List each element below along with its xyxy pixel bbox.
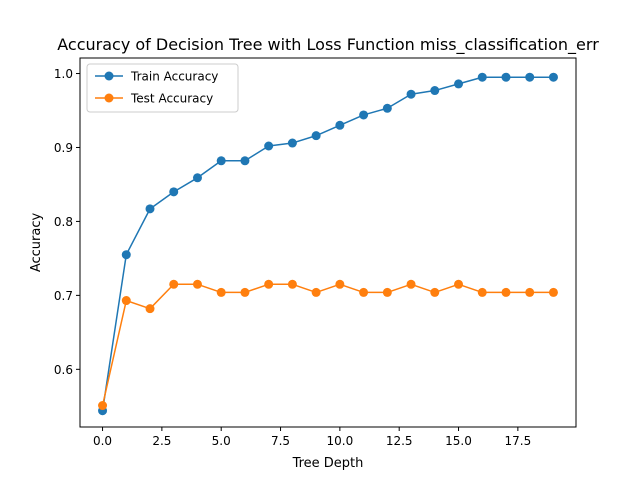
data-point-train-accuracy — [264, 141, 274, 151]
data-point-train-accuracy — [145, 204, 155, 214]
data-point-test-accuracy — [454, 279, 464, 289]
data-point-test-accuracy — [359, 287, 369, 297]
x-tick-label: 7.5 — [271, 434, 290, 448]
data-point-train-accuracy — [121, 250, 131, 260]
data-point-train-accuracy — [454, 79, 464, 89]
data-point-train-accuracy — [406, 89, 416, 99]
x-tick-label: 2.5 — [152, 434, 171, 448]
data-point-test-accuracy — [98, 401, 108, 411]
data-point-test-accuracy — [406, 279, 416, 289]
data-point-train-accuracy — [240, 156, 250, 166]
data-point-test-accuracy — [525, 287, 535, 297]
y-axis: 0.6 0.7 0.8 0.9 1.0 — [54, 67, 80, 377]
data-point-train-accuracy — [382, 103, 392, 113]
data-point-test-accuracy — [145, 304, 155, 314]
y-tick-label: 0.7 — [54, 289, 73, 303]
x-tick-label: 0.0 — [93, 434, 112, 448]
legend-marker — [104, 93, 114, 103]
data-point-train-accuracy — [359, 110, 369, 120]
data-point-train-accuracy — [548, 72, 558, 82]
data-point-train-accuracy — [335, 120, 345, 130]
y-tick-label: 0.6 — [54, 363, 73, 377]
data-point-test-accuracy — [287, 279, 297, 289]
data-point-train-accuracy — [216, 156, 226, 166]
legend-marker — [104, 71, 114, 81]
x-tick-label: 12.5 — [386, 434, 413, 448]
data-point-test-accuracy — [121, 296, 131, 306]
y-tick-label: 0.9 — [54, 141, 73, 155]
legend-entry: Train Accuracy — [95, 70, 218, 84]
data-point-train-accuracy — [525, 72, 535, 82]
series-test-accuracy — [98, 279, 558, 411]
y-tick-label: 1.0 — [54, 67, 73, 81]
data-point-test-accuracy — [264, 279, 274, 289]
data-point-test-accuracy — [311, 287, 321, 297]
data-point-test-accuracy — [477, 287, 487, 297]
data-point-train-accuracy — [169, 187, 179, 197]
data-point-test-accuracy — [430, 287, 440, 297]
plot-frame — [79, 57, 577, 428]
data-point-test-accuracy — [192, 279, 202, 289]
data-point-train-accuracy — [477, 72, 487, 82]
x-tick-label: 5.0 — [212, 434, 231, 448]
data-point-test-accuracy — [382, 287, 392, 297]
x-axis: 0.0 2.5 5.0 7.5 10.0 12.5 15.0 17.5 — [93, 427, 531, 448]
data-point-train-accuracy — [501, 72, 511, 82]
legend: Train Accuracy Test Accuracy — [86, 63, 239, 113]
data-point-test-accuracy — [169, 279, 179, 289]
data-point-test-accuracy — [501, 287, 511, 297]
data-point-test-accuracy — [216, 287, 226, 297]
legend-entry: Test Accuracy — [95, 92, 213, 106]
data-point-test-accuracy — [335, 279, 345, 289]
chart-title: Accuracy of Decision Tree with Loss Func… — [57, 35, 599, 55]
legend-box — [86, 63, 239, 113]
x-tick-label: 10.0 — [327, 434, 354, 448]
data-point-train-accuracy — [192, 173, 202, 183]
data-point-train-accuracy — [430, 86, 440, 96]
data-point-test-accuracy — [548, 287, 558, 297]
legend-label: Test Accuracy — [130, 92, 213, 106]
y-axis-label: Accuracy — [29, 213, 44, 273]
legend-label: Train Accuracy — [130, 70, 218, 84]
data-point-train-accuracy — [311, 131, 321, 141]
series-layer — [98, 72, 558, 416]
data-point-test-accuracy — [240, 287, 250, 297]
y-tick-label: 0.8 — [54, 215, 73, 229]
x-axis-label: Tree Depth — [292, 456, 364, 471]
data-point-train-accuracy — [287, 138, 297, 148]
x-tick-label: 17.5 — [504, 434, 531, 448]
plot-area — [79, 57, 577, 428]
x-tick-label: 15.0 — [445, 434, 472, 448]
